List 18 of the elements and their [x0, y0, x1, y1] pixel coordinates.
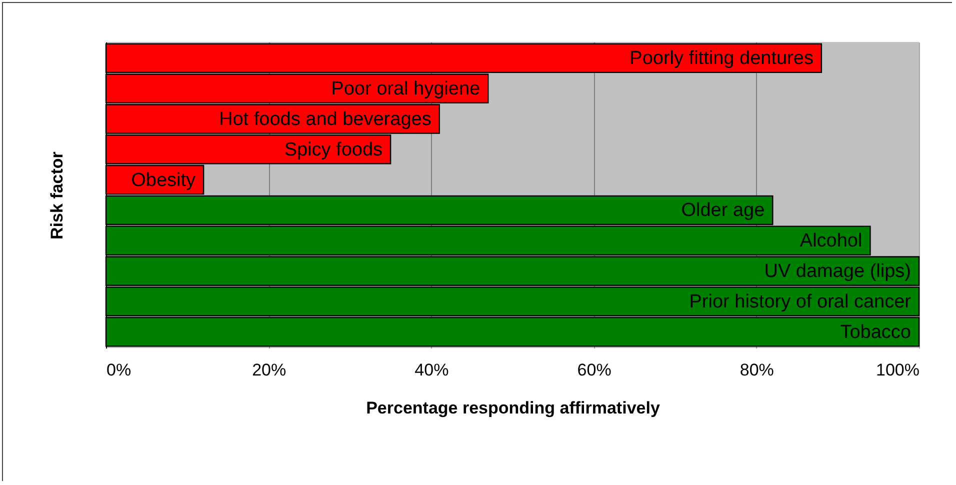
x-tick-label: 60%	[577, 360, 612, 380]
y-tick-label: UV damage (lips)	[764, 261, 911, 282]
y-tick-label: Spicy foods	[284, 139, 383, 160]
x-tick-label: 40%	[414, 360, 449, 380]
x-tick-label: 20%	[252, 360, 286, 380]
y-tick-label: Obesity	[131, 170, 196, 191]
y-axis-title: Risk factor	[48, 151, 66, 240]
y-tick-label: Older age	[681, 200, 765, 222]
x-axis-title: Percentage responding affirmatively	[366, 398, 660, 418]
y-tick-label: Alcohol	[800, 230, 862, 252]
y-tick-label: Prior history of oral cancer	[689, 291, 912, 312]
x-tick-label: 100%	[876, 360, 920, 380]
y-tick-label: Poor oral hygiene	[331, 78, 480, 100]
y-tick-label: Poorly fitting dentures	[630, 48, 814, 70]
x-tick-label: 0%	[106, 360, 132, 380]
x-tick-label: 80%	[740, 360, 774, 380]
y-tick-label: Hot foods and beverages	[219, 108, 432, 130]
y-tick-label: Tobacco	[840, 322, 911, 343]
